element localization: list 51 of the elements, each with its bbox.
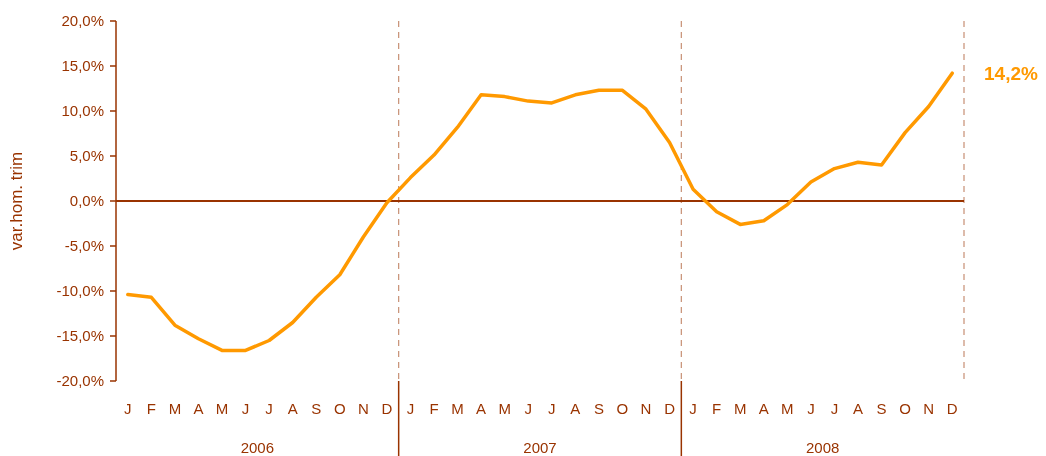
x-tick-label: D (664, 400, 676, 417)
x-tick-label: J (265, 400, 273, 417)
x-tick-label: J (830, 400, 839, 417)
data-label: 14,2% (984, 63, 1038, 85)
x-tick-label: M (215, 400, 229, 417)
x-tick-label: A (852, 400, 864, 417)
x-tick-label: A (476, 400, 487, 417)
x-tick-label: J (241, 400, 250, 417)
x-tick-label: J (524, 400, 532, 417)
text: 2006 (240, 439, 275, 456)
line-series (126, 71, 954, 353)
x-tick-label: N (923, 400, 935, 417)
y-tick-label: 0,0% (69, 192, 104, 209)
x-tick-label: O (899, 400, 911, 417)
x-tick-label: A (758, 400, 769, 417)
x-tick-label: D (946, 400, 958, 417)
x-tick-label: M (168, 400, 182, 417)
x-tick-label: N (357, 400, 369, 417)
x-tick-label: A (287, 400, 298, 417)
x-tick-label: S (311, 400, 322, 417)
x-tick-label: M (451, 400, 464, 417)
x-tick-label: F (712, 400, 722, 417)
x-tick-label: S (593, 400, 604, 417)
y-tick-label: 10,0% (61, 102, 104, 119)
x-tick-label: M (781, 400, 794, 417)
x-tick-label: N (640, 400, 652, 417)
x-tick-label: F (429, 400, 439, 417)
x-tick-label: M (733, 400, 747, 417)
x-tick-label: A (193, 400, 204, 417)
x-tick-label: O (333, 400, 346, 417)
y-axis-title: var.hom. trim (7, 151, 26, 251)
x-tick-label: F (146, 400, 156, 417)
x-tick-label: M (498, 400, 511, 417)
x-tick-label: S (876, 400, 887, 417)
x-tick-label: J (406, 400, 415, 417)
text: 2007 (523, 439, 557, 456)
x-tick-label: J (807, 400, 815, 417)
x-tick-label: D (381, 400, 393, 417)
y-tick-label: -20,0% (56, 372, 104, 389)
x-tick-label: O (616, 400, 629, 417)
y-tick-label: 20,0% (61, 12, 104, 29)
y-tick-label: -10,0% (56, 282, 104, 299)
y-tick-label: -5,0% (64, 237, 104, 254)
x-tick-label: J (548, 400, 556, 417)
y-tick-label: -15,0% (56, 327, 104, 344)
y-tick-label: 15,0% (61, 57, 104, 74)
x-tick-label: J (689, 400, 697, 417)
y-tick-label: 5,0% (69, 147, 104, 164)
text: 2008 (805, 439, 840, 456)
x-tick-label: A (570, 400, 581, 417)
x-tick-label: J (124, 400, 132, 417)
